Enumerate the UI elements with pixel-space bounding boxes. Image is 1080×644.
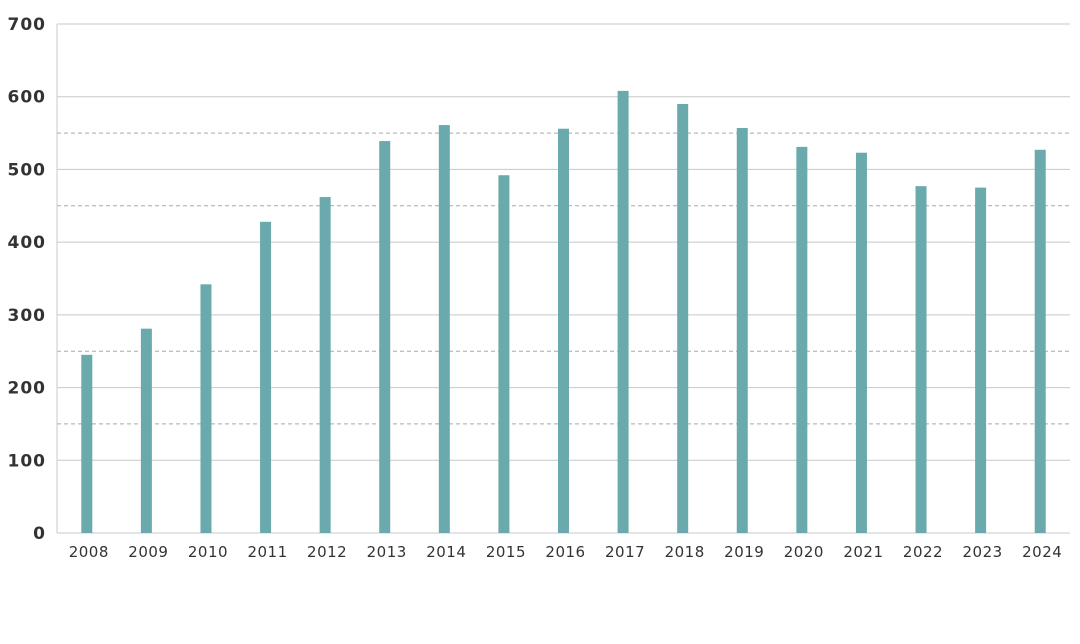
x-tick-label: 2024 bbox=[1022, 543, 1062, 561]
x-tick-label: 2023 bbox=[963, 543, 1003, 561]
y-tick-label: 100 bbox=[8, 451, 47, 471]
x-tick-label: 2018 bbox=[665, 543, 705, 561]
y-tick-label: 0 bbox=[33, 524, 46, 544]
x-tick-label: 2011 bbox=[247, 543, 287, 561]
bar-2021 bbox=[855, 152, 867, 533]
bar-2020 bbox=[796, 146, 808, 533]
x-tick-label: 2017 bbox=[605, 543, 645, 561]
y-tick-label: 400 bbox=[8, 233, 47, 253]
x-tick-label: 2022 bbox=[903, 543, 943, 561]
x-tick-label: 2010 bbox=[188, 543, 228, 561]
bar-2012 bbox=[319, 197, 331, 533]
x-tick-label: 2015 bbox=[486, 543, 526, 561]
bar-2024 bbox=[1034, 149, 1046, 533]
bar-2016 bbox=[558, 128, 569, 534]
bar-2017 bbox=[617, 90, 629, 533]
y-tick-label: 700 bbox=[8, 15, 47, 35]
y-tick-label: 600 bbox=[8, 88, 47, 108]
x-tick-label: 2008 bbox=[69, 543, 109, 561]
x-tick-label: 2009 bbox=[128, 543, 168, 561]
x-tick-label: 2013 bbox=[367, 543, 407, 561]
bar-2009 bbox=[140, 328, 152, 533]
x-tick-label: 2016 bbox=[545, 543, 585, 561]
bar-2008 bbox=[81, 354, 93, 533]
bar-2019 bbox=[736, 127, 748, 533]
bar-2010 bbox=[200, 284, 212, 533]
y-tick-label: 500 bbox=[8, 160, 47, 180]
y-axis-ticks: 0 100 200 300 400 500 600 700 bbox=[8, 15, 47, 544]
bars bbox=[81, 90, 1046, 534]
bar-2018 bbox=[677, 103, 689, 533]
bar-2014 bbox=[438, 125, 450, 533]
bar-2023 bbox=[975, 187, 987, 533]
y-tick-label: 200 bbox=[8, 379, 47, 399]
bar-2013 bbox=[379, 141, 391, 533]
x-tick-label: 2012 bbox=[307, 543, 347, 561]
bar-2015 bbox=[498, 175, 510, 533]
x-tick-label: 2021 bbox=[843, 543, 883, 561]
bar-2022 bbox=[915, 186, 927, 533]
x-tick-label: 2014 bbox=[426, 543, 466, 561]
x-axis-ticks: 2008 2009 2010 2011 2012 2013 2014 2015 2016 2017… bbox=[69, 543, 1062, 561]
y-tick-label: 300 bbox=[8, 306, 47, 326]
x-tick-label: 2019 bbox=[724, 543, 764, 561]
bar-2011 bbox=[260, 221, 272, 534]
x-tick-label: 2020 bbox=[784, 543, 824, 561]
